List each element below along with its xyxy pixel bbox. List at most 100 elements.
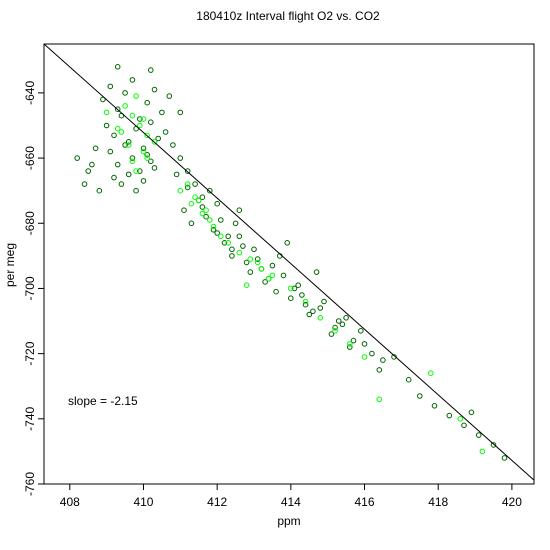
data-point [148,119,154,125]
y-tick-label: -700 [23,276,37,300]
data-point [184,168,191,174]
data-point [376,367,383,373]
plot-frame [43,43,535,485]
data-point [247,269,254,275]
data-point [229,253,235,259]
data-point [133,187,139,194]
data-point [151,139,158,145]
data-point [111,132,117,139]
data-point [162,129,169,135]
data-point [221,240,228,246]
data-point [361,354,368,360]
data-point [332,328,338,334]
data-point [302,301,309,308]
data-point [133,168,139,174]
x-tick-label: 408 [60,495,80,509]
data-point [229,246,235,253]
data-point [144,99,150,106]
x-tick-label: 410 [133,495,153,509]
data-point [129,77,136,83]
data-point [218,233,224,240]
data-point [254,259,261,266]
data-point [125,139,132,145]
data-point [170,142,176,148]
data-point [265,275,272,282]
data-point [225,233,231,240]
data-point [269,272,276,279]
data-point [247,256,254,262]
data-point [148,158,154,165]
data-point [96,187,103,194]
slope-annotation: slope = -2.15 [68,394,138,408]
data-point [192,181,198,187]
data-point [317,305,324,311]
data-point [207,217,213,223]
data-point [195,197,202,204]
data-point [210,223,217,230]
data-point [431,403,438,409]
data-point [159,109,165,116]
data-point [203,207,209,213]
data-point [155,135,161,142]
x-tick-label: 418 [428,495,448,509]
data-point [125,142,132,148]
data-point [251,246,257,253]
data-point [184,181,191,187]
data-point [291,285,298,292]
x-tick-label: 414 [281,495,301,509]
data-point [144,152,150,158]
data-point [328,331,335,337]
data-point [358,328,364,334]
data-point [114,125,121,132]
data-point [236,233,243,240]
data-point [111,174,117,181]
x-axis-label: ppm [277,514,300,528]
data-point [317,315,324,321]
data-point [151,165,158,171]
data-point [140,148,147,155]
data-point [114,106,121,112]
data-point [148,67,154,73]
data-point [181,207,187,213]
y-axis: -640 -660 -680 -700 -720 -740 -760 [23,81,44,496]
y-axis-label: per meg [3,243,17,287]
data-point [81,181,88,187]
data-point [306,311,313,318]
data-point [114,161,121,168]
data-point [144,155,150,161]
data-point [144,132,150,139]
data-point [376,396,383,403]
data-point [258,266,265,272]
data-point [103,122,110,129]
data-point [137,168,143,174]
data-point [188,200,195,207]
data-point [236,249,243,256]
data-point [92,145,99,152]
data-point [273,288,279,295]
data-point [177,109,184,116]
data-point [302,298,309,305]
data-point [369,350,375,357]
y-tick-label: -720 [23,341,37,365]
data-point [140,178,147,184]
data-point [203,213,209,220]
data-point [490,442,497,448]
data-point [103,109,110,116]
data-point [254,256,261,262]
data-point [299,292,305,298]
data-point [137,116,143,122]
data-point [199,210,206,217]
data-point [107,83,114,90]
data-point [199,204,206,210]
data-point [243,282,250,289]
data-point [210,227,217,233]
data-point [405,376,412,383]
data-point [122,103,128,109]
data-point [74,155,80,161]
data-point [284,240,291,246]
data-point [118,129,125,135]
data-point [232,220,239,227]
y-tick-label: -660 [23,146,37,170]
data-point [137,122,143,129]
